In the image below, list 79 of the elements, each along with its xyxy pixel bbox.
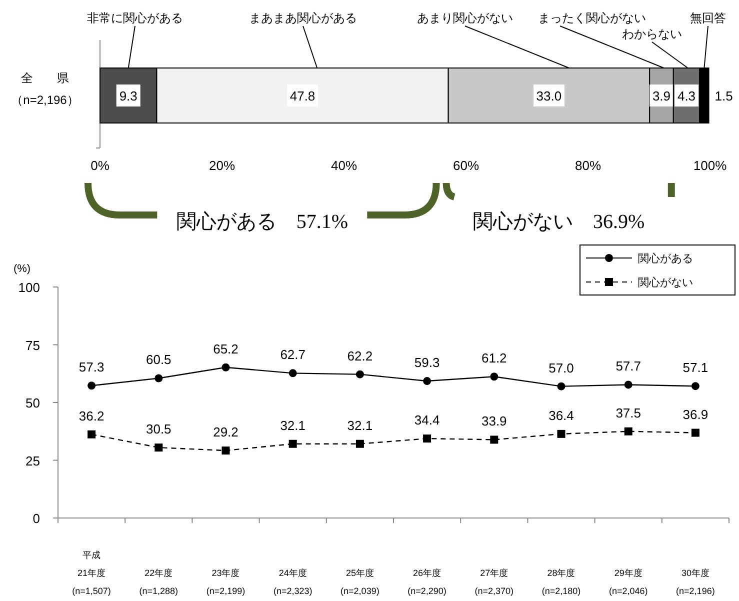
data-label: 65.2 — [213, 341, 238, 356]
data-label: 32.1 — [280, 418, 306, 433]
point — [624, 380, 632, 389]
point — [557, 382, 566, 390]
text: まあまあ関心がある — [249, 11, 357, 25]
point — [691, 382, 700, 390]
point — [423, 377, 432, 386]
y-tick-label: 0 — [32, 511, 40, 526]
data-label: 36.4 — [548, 408, 574, 423]
x-tick-label: 平成 21年度 (n=1,507) — [72, 550, 111, 596]
data-label: 37.5 — [616, 405, 642, 420]
point — [154, 374, 163, 382]
data-label: 59.3 — [414, 355, 440, 370]
text: わからない — [622, 27, 682, 41]
x-tick-label: 40% — [330, 158, 358, 173]
text: 非常に関心がある — [87, 11, 183, 25]
x-tick-label: 26年度 (n=2,290) — [408, 568, 446, 596]
data-label: 62.2 — [347, 348, 373, 364]
data-label: 34.4 — [414, 412, 440, 428]
data-label: 30.5 — [146, 422, 172, 437]
data-label: 4.3 — [677, 88, 696, 104]
x-tick-label: 27年度 (n=2,370) — [474, 568, 514, 596]
x-tick-label: 80% — [574, 158, 602, 173]
data-label: 62.7 — [280, 347, 306, 362]
point — [88, 430, 96, 438]
y-tick-label: 25 — [26, 453, 40, 468]
point — [88, 382, 96, 390]
text: 関心がない 36.9% — [473, 211, 645, 233]
data-label: 57.3 — [78, 360, 104, 375]
point — [222, 363, 230, 372]
legend-label: 関心がない — [638, 276, 693, 289]
y-tick-label: 100 — [18, 280, 40, 295]
x-tick-label: 22年度 (n=1,288) — [139, 568, 178, 596]
x-tick-label: 23年度 (n=2,199) — [206, 568, 246, 596]
point — [490, 372, 498, 381]
data-label: 1.5 — [714, 88, 733, 104]
data-label: 33.9 — [481, 414, 507, 429]
y-tick-label: 全 県（n=2,196） — [11, 71, 79, 107]
data-label: 57.7 — [616, 358, 642, 374]
data-label: 33.0 — [536, 88, 562, 104]
legend-label: 関心がある — [638, 252, 693, 265]
x-tick-label: 28年度 (n=2,180) — [542, 568, 581, 596]
point — [154, 444, 163, 452]
text: まったく関心がない — [538, 11, 646, 25]
x-tick-label: 100% — [693, 158, 728, 173]
y-tick-label: 50 — [26, 396, 40, 410]
text: 関心がある 57.1% — [176, 211, 348, 233]
data-label: 36.9 — [682, 406, 708, 422]
data-label: 29.2 — [213, 424, 238, 440]
point — [423, 434, 432, 443]
data-label: 9.3 — [119, 88, 138, 104]
x-tick-label: 25年度 (n=2,039) — [340, 568, 380, 596]
x-tick-label: 29年度 (n=2,046) — [608, 568, 648, 596]
point — [490, 436, 498, 444]
y-tick-label: 75 — [26, 338, 40, 353]
data-label: 3.9 — [652, 88, 671, 104]
data-label: 47.8 — [290, 88, 316, 104]
data-label: 57.1 — [682, 360, 708, 376]
data-label: 60.5 — [146, 352, 172, 368]
x-tick-label: 20% — [208, 158, 236, 173]
x-tick-label: 30年度 (n=2,196) — [676, 568, 715, 596]
x-tick-label: 24年度 (n=2,323) — [273, 568, 312, 596]
point — [557, 430, 566, 438]
data-label: 36.2 — [78, 408, 104, 424]
point — [691, 428, 700, 437]
data-label: 32.1 — [347, 418, 373, 433]
point — [356, 440, 364, 448]
point — [222, 446, 230, 455]
point — [288, 440, 297, 448]
x-tick-label: 60% — [452, 158, 480, 173]
point — [356, 370, 364, 378]
x-tick-label: 0% — [90, 158, 110, 173]
point — [288, 369, 297, 378]
y-axis-title: (%) — [13, 263, 31, 275]
text: あまり関心がない — [417, 11, 513, 25]
data-label: 57.0 — [548, 360, 574, 376]
point — [624, 427, 632, 436]
text: 無回答 — [690, 11, 726, 25]
data-label: 61.2 — [481, 350, 507, 366]
